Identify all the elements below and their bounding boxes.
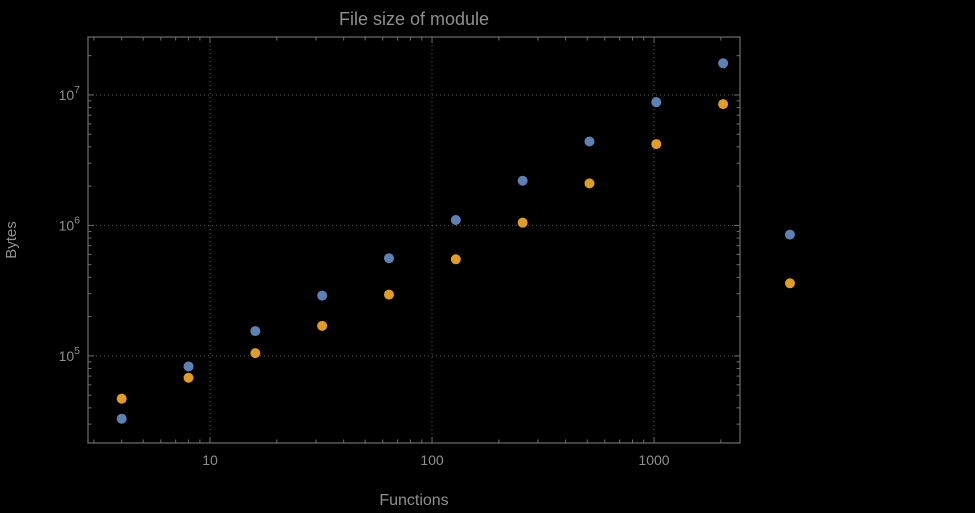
data-point-blue — [383, 253, 394, 264]
data-point-blue — [450, 215, 461, 226]
data-point-blue — [651, 97, 662, 108]
data-point-orange — [250, 348, 261, 359]
x-tick-label: 1000 — [638, 452, 669, 468]
data-point-blue — [250, 326, 261, 337]
x-axis-label: Functions — [379, 492, 448, 509]
chart-title: File size of module — [339, 9, 489, 29]
data-point-orange — [718, 99, 729, 110]
x-tick-label: 100 — [420, 452, 444, 468]
data-point-orange — [383, 289, 394, 300]
data-point-orange — [651, 139, 662, 150]
x-tick-label: 10 — [202, 452, 218, 468]
data-point-blue — [784, 229, 795, 240]
data-point-orange — [517, 217, 528, 228]
y-axis-label: Bytes — [3, 221, 20, 259]
data-point-orange — [317, 320, 328, 331]
data-point-blue — [584, 136, 595, 147]
data-point-blue — [116, 413, 127, 424]
data-point-orange — [116, 393, 127, 404]
data-point-orange — [584, 178, 595, 189]
data-point-blue — [317, 290, 328, 301]
data-point-orange — [784, 278, 795, 289]
plot-frame — [87, 36, 741, 444]
data-point-blue — [183, 361, 194, 372]
y-tick-label: 105 — [59, 345, 81, 364]
plot-layer: 10 100 1000 105 106 107 — [59, 36, 795, 468]
data-point-orange — [450, 254, 461, 265]
y-tick-label: 106 — [59, 214, 81, 233]
data-point-blue — [517, 175, 528, 186]
y-tick-label: 107 — [59, 84, 81, 103]
data-point-blue — [718, 58, 729, 69]
data-point-orange — [183, 372, 194, 383]
